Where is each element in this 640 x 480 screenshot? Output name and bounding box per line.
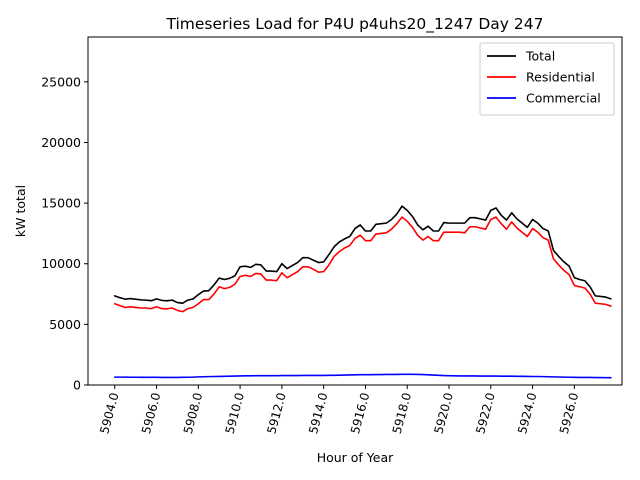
y-tick-label: 20000 <box>41 135 81 150</box>
legend-box <box>479 42 615 116</box>
legend-label-total: Total <box>525 49 555 64</box>
chart-title: Timeseries Load for P4U p4uhs20_1247 Day… <box>166 15 544 34</box>
plot-area <box>87 36 623 386</box>
y-tick-label: 10000 <box>41 256 81 271</box>
plot-frame <box>87 36 623 386</box>
series-line-residential <box>113 216 612 313</box>
y-axis: 0 5000 10000 15000 20000 25000 <box>41 74 88 393</box>
legend-label-residential: Residential <box>526 70 595 85</box>
y-tick-label: 15000 <box>41 196 81 211</box>
y-tick-label: 0 <box>73 378 81 393</box>
y-axis-label: kW total <box>13 185 28 237</box>
legend: Total Residential Commercial <box>479 42 615 116</box>
legend-label-commercial: Commercial <box>526 91 601 106</box>
series-line-total <box>113 205 612 304</box>
y-tick-label: 5000 <box>49 317 81 332</box>
x-axis-label: Hour of Year <box>317 450 394 465</box>
y-tick-label: 25000 <box>41 74 81 89</box>
series-line-commercial <box>113 373 612 379</box>
